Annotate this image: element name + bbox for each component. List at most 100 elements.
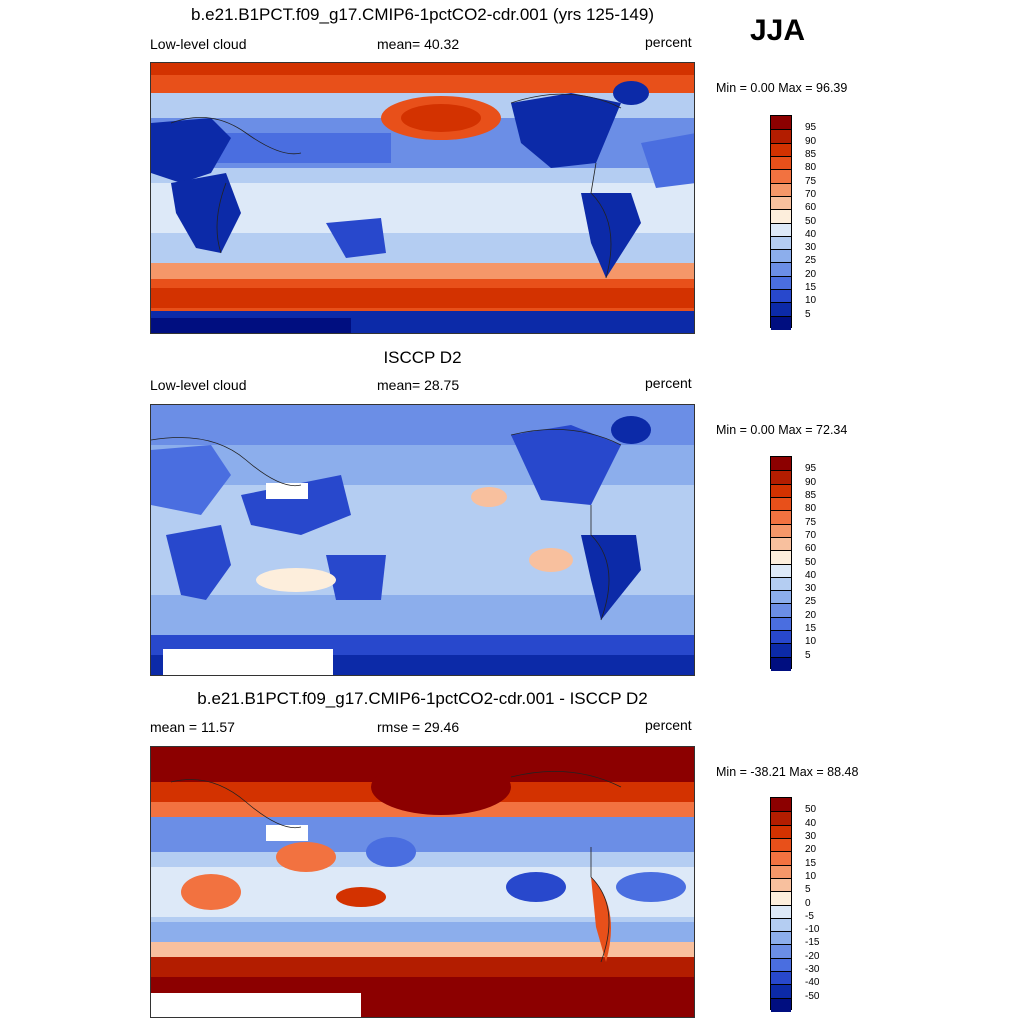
colorbar-segment bbox=[771, 576, 791, 591]
colorbar-separator bbox=[771, 603, 791, 605]
colorbar-segment bbox=[771, 656, 791, 671]
colorbar-separator bbox=[771, 824, 791, 826]
cloud-fraction-map-icon bbox=[151, 63, 694, 333]
colorbar-separator bbox=[771, 971, 791, 973]
colorbar-tick-label: -5 bbox=[805, 910, 814, 922]
colorbar-tick-label: 10 bbox=[805, 870, 817, 882]
colorbar-segment bbox=[771, 116, 791, 130]
colorbar-tick-label: 70 bbox=[805, 188, 817, 200]
colorbar-separator bbox=[771, 891, 791, 893]
colorbar-segment bbox=[771, 536, 791, 551]
colorbar-segment bbox=[771, 957, 791, 972]
panel3-minmax: Min = -38.21 Max = 88.48 bbox=[716, 765, 859, 779]
colorbar-separator bbox=[771, 931, 791, 933]
panel1-title: b.e21.B1PCT.f09_g17.CMIP6-1pctCO2-cdr.00… bbox=[190, 5, 655, 24]
panel2-map bbox=[150, 404, 695, 676]
colorbar-tick-label: 15 bbox=[805, 282, 817, 294]
cloud-fraction-map-icon bbox=[151, 405, 694, 675]
colorbar-tick-label: 5 bbox=[805, 649, 811, 661]
panel2-left-label: Low-level cloud bbox=[150, 377, 247, 393]
colorbar-separator bbox=[771, 249, 791, 251]
colorbar-tick-label: 15 bbox=[805, 623, 817, 635]
colorbar-tick-label: 20 bbox=[805, 844, 817, 856]
colorbar-segment bbox=[771, 457, 791, 471]
colorbar-segment bbox=[771, 129, 791, 144]
panel1-minmax: Min = 0.00 Max = 96.39 bbox=[716, 81, 848, 95]
panel2-colorbar bbox=[770, 456, 792, 671]
colorbar-separator bbox=[771, 302, 791, 304]
colorbar-separator bbox=[771, 616, 791, 618]
colorbar-separator bbox=[771, 275, 791, 277]
colorbar-tick-label: 50 bbox=[805, 215, 817, 227]
colorbar-tick-label: 85 bbox=[805, 489, 817, 501]
panel3-map bbox=[150, 746, 695, 1018]
colorbar-segment bbox=[771, 289, 791, 303]
colorbar-separator bbox=[771, 643, 791, 645]
colorbar-tick-label: 90 bbox=[805, 476, 817, 488]
colorbar-segment bbox=[771, 984, 791, 999]
colorbar-segment bbox=[771, 931, 791, 945]
colorbar-segment bbox=[771, 275, 791, 290]
colorbar-separator bbox=[771, 877, 791, 879]
colorbar-separator bbox=[771, 470, 791, 472]
panel2-units-label: percent bbox=[645, 375, 692, 391]
panel3-units-label: percent bbox=[645, 717, 692, 733]
colorbar-segment bbox=[771, 483, 791, 498]
colorbar-separator bbox=[771, 851, 791, 853]
colorbar-segment bbox=[771, 315, 791, 330]
panel2-title: ISCCP D2 bbox=[383, 348, 462, 367]
colorbar-tick-label: 75 bbox=[805, 175, 817, 187]
colorbar-segment bbox=[771, 550, 791, 564]
colorbar-separator bbox=[771, 195, 791, 197]
colorbar-separator bbox=[771, 997, 791, 999]
colorbar-segment bbox=[771, 169, 791, 184]
colorbar-separator bbox=[771, 656, 791, 658]
colorbar-segment bbox=[771, 496, 791, 511]
panel3-rmse-label: rmse = 29.46 bbox=[377, 719, 460, 735]
panel1-map bbox=[150, 62, 695, 334]
colorbar-segment bbox=[771, 917, 791, 932]
colorbar-segment bbox=[771, 811, 791, 826]
colorbar-tick-label: 80 bbox=[805, 162, 817, 174]
colorbar-separator bbox=[771, 483, 791, 485]
colorbar-separator bbox=[771, 576, 791, 578]
colorbar-separator bbox=[771, 630, 791, 632]
panel2-mean-label: mean= 28.75 bbox=[377, 377, 460, 393]
colorbar-tick-label: 20 bbox=[805, 609, 817, 621]
colorbar-separator bbox=[771, 142, 791, 144]
colorbar-segment bbox=[771, 302, 791, 317]
colorbar-tick-label: 80 bbox=[805, 503, 817, 515]
colorbar-tick-label: 10 bbox=[805, 295, 817, 307]
panel1-units-label: percent bbox=[645, 34, 692, 50]
colorbar-tick-label: 25 bbox=[805, 596, 817, 608]
colorbar-separator bbox=[771, 864, 791, 866]
colorbar-segment bbox=[771, 262, 791, 277]
colorbar-tick-label: 30 bbox=[805, 583, 817, 595]
colorbar-tick-label: 40 bbox=[805, 228, 817, 240]
colorbar-segment bbox=[771, 997, 791, 1012]
colorbar-separator bbox=[771, 957, 791, 959]
colorbar-tick-label: 70 bbox=[805, 529, 817, 541]
colorbar-segment bbox=[771, 235, 791, 250]
panel2-minmax: Min = 0.00 Max = 72.34 bbox=[716, 423, 848, 437]
colorbar-segment bbox=[771, 155, 791, 170]
colorbar-segment bbox=[771, 851, 791, 866]
colorbar-separator bbox=[771, 536, 791, 538]
panel1-left-label: Low-level cloud bbox=[150, 36, 247, 52]
colorbar-tick-label: -30 bbox=[805, 964, 820, 976]
colorbar-segment bbox=[771, 590, 791, 604]
colorbar-segment bbox=[771, 877, 791, 892]
colorbar-separator bbox=[771, 523, 791, 525]
colorbar-segment bbox=[771, 142, 791, 157]
colorbar-segment bbox=[771, 195, 791, 210]
colorbar-tick-label: -50 bbox=[805, 990, 820, 1002]
colorbar-tick-label: -10 bbox=[805, 924, 820, 936]
colorbar-separator bbox=[771, 209, 791, 211]
colorbar-tick-label: 50 bbox=[805, 556, 817, 568]
colorbar-separator bbox=[771, 837, 791, 839]
colorbar-segment bbox=[771, 563, 791, 578]
colorbar-separator bbox=[771, 235, 791, 237]
colorbar-separator bbox=[771, 315, 791, 317]
colorbar-separator bbox=[771, 182, 791, 184]
colorbar-separator bbox=[771, 262, 791, 264]
